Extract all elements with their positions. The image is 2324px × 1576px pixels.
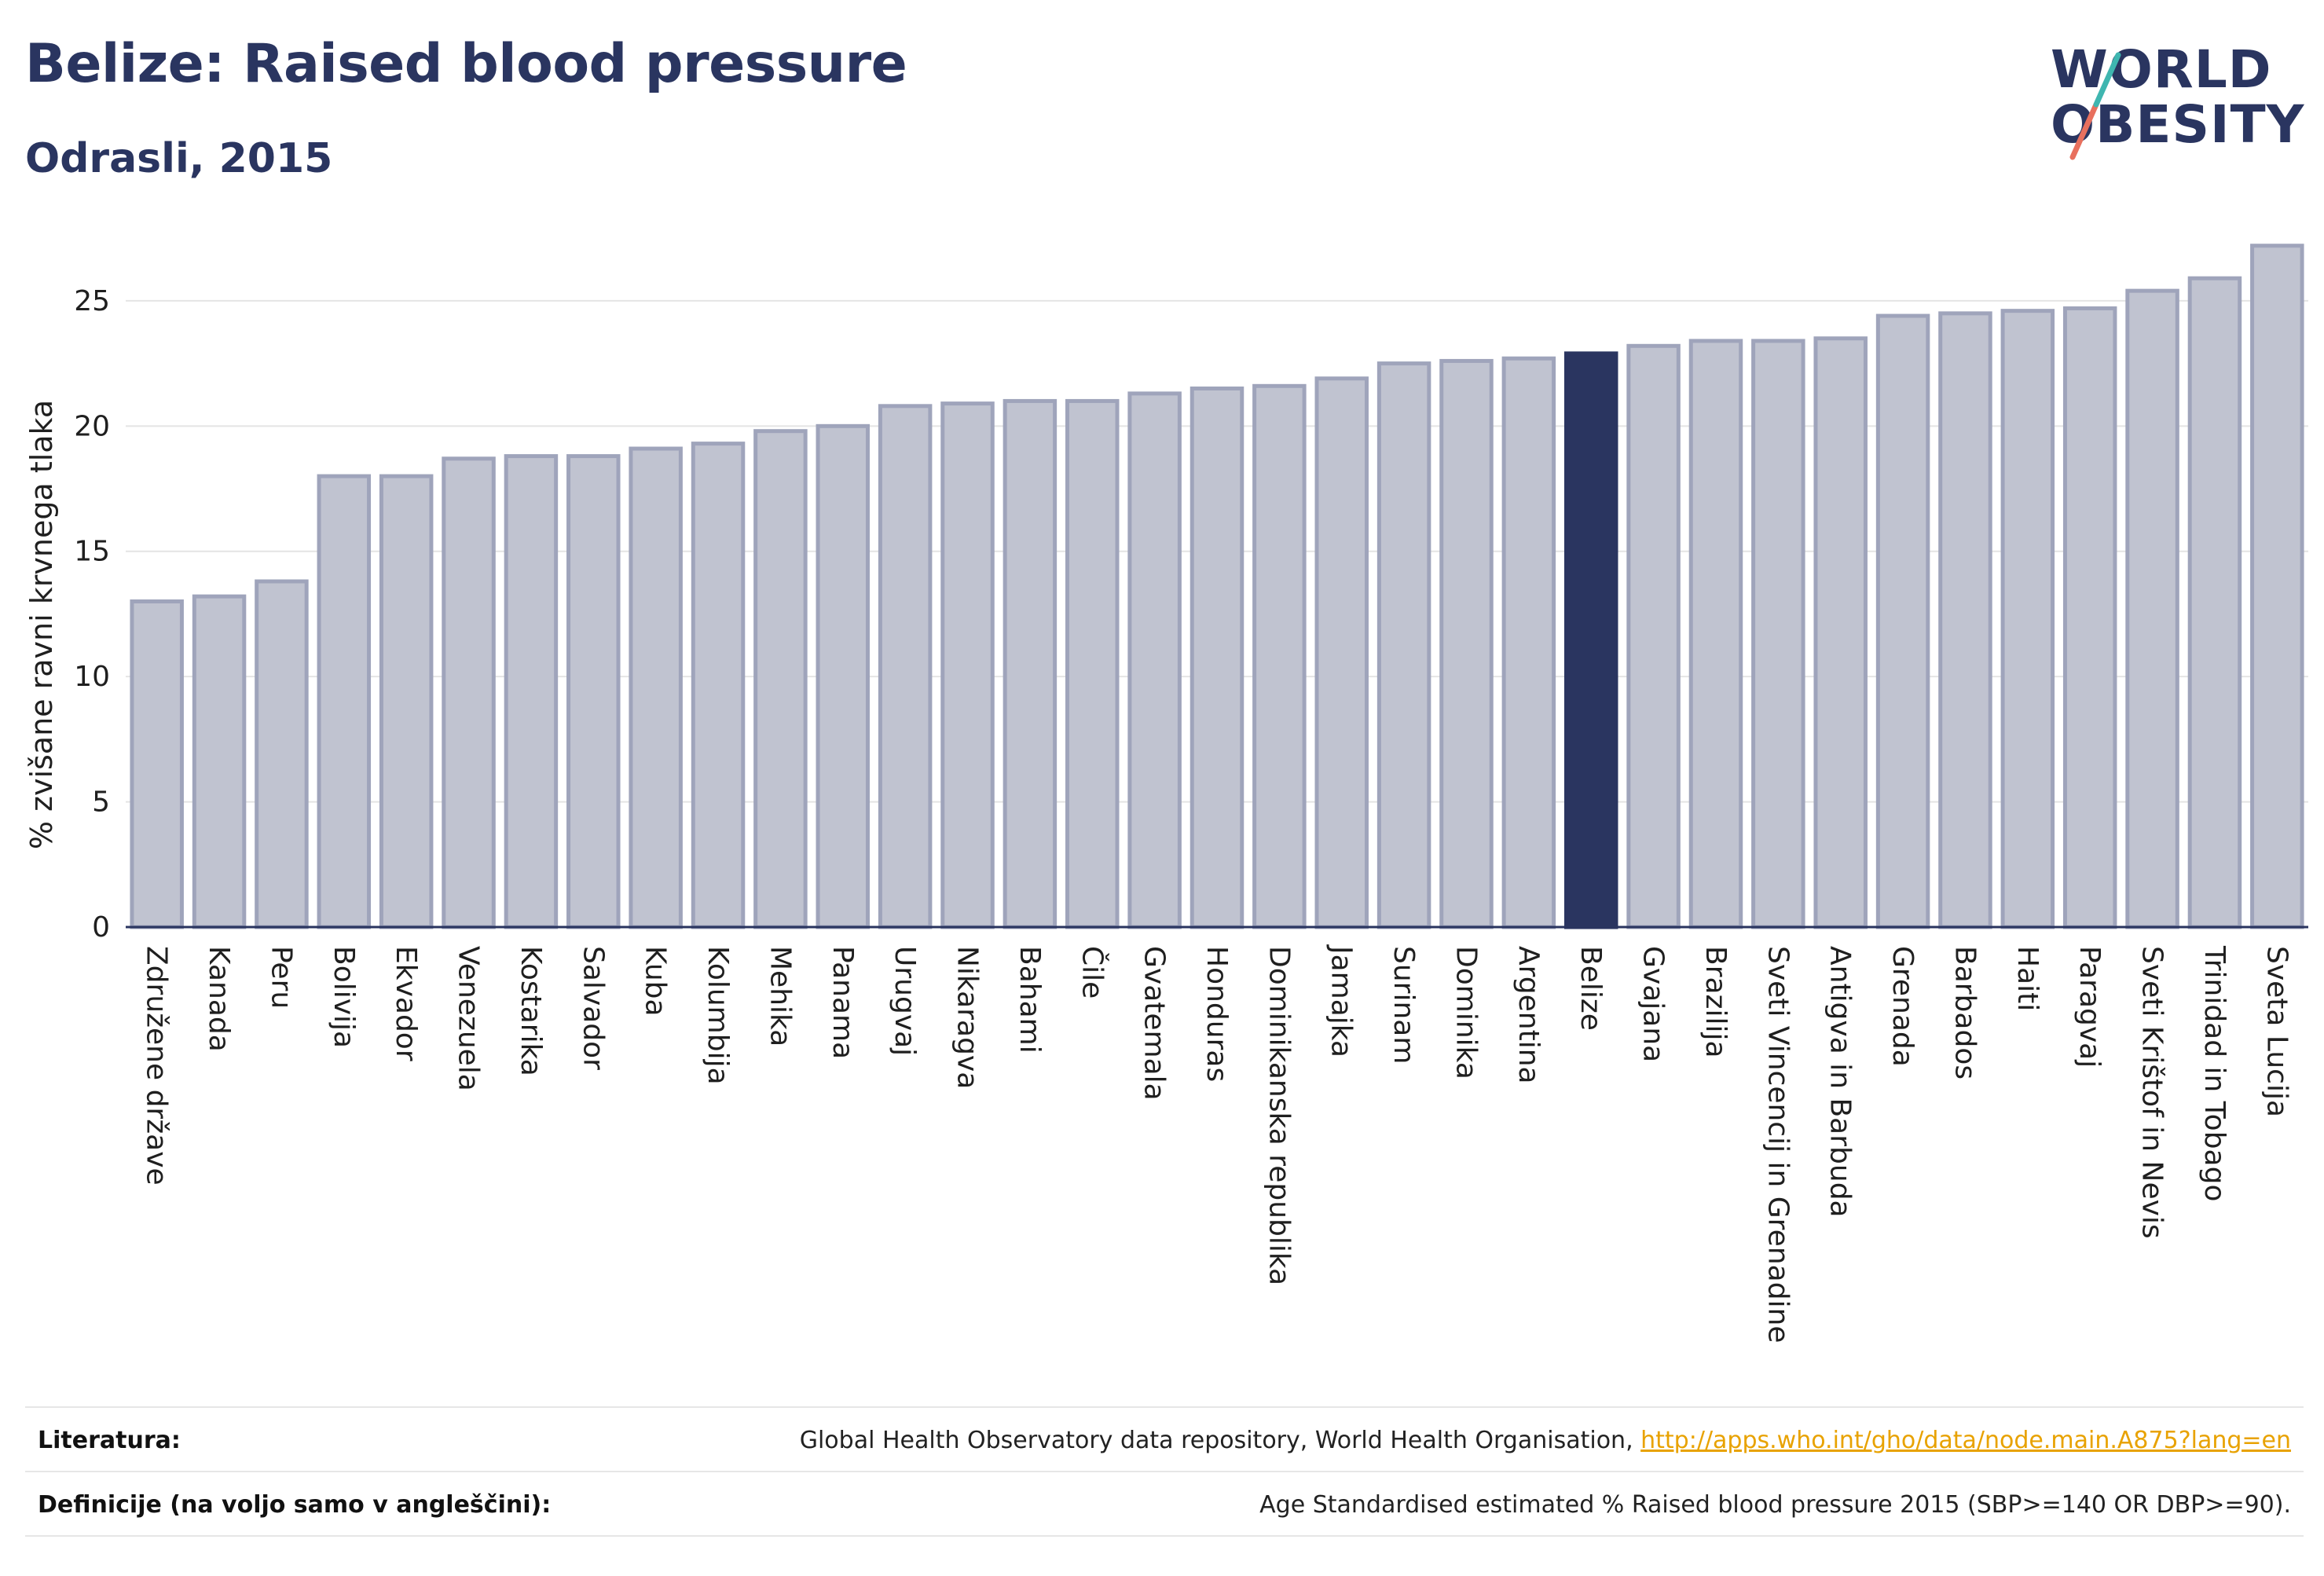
- bar: [1189, 386, 1244, 929]
- bar: [2187, 276, 2242, 929]
- y-tick-label: 25: [74, 285, 110, 317]
- references-source: Global Health Observatory data repositor…: [799, 1427, 1641, 1454]
- x-tick-label: Antigva in Barbuda: [1824, 946, 1857, 1218]
- bar: [1376, 361, 1431, 929]
- x-tick-label: Bahami: [1014, 946, 1046, 1054]
- x-tick-label: Mehika: [764, 946, 796, 1046]
- definitions-text: Age Standardised estimated % Raised bloo…: [1259, 1491, 2291, 1519]
- bar: [1813, 336, 1868, 929]
- footer-references-row: Literatura: Global Health Observatory da…: [25, 1406, 2304, 1471]
- x-tick-label: Salvador: [577, 946, 609, 1070]
- bar: [1127, 391, 1182, 929]
- bar: [1751, 339, 1805, 929]
- bar: [1065, 398, 1120, 929]
- x-tick-label: Bolivija: [328, 946, 360, 1048]
- x-tick-label: Panama: [827, 946, 859, 1059]
- x-tick-label: Dominika: [1450, 946, 1482, 1079]
- footer-definitions-row: Definicije (na voljo samo v angleščini):…: [25, 1471, 2304, 1537]
- x-tick-label: Sveti Vincencij in Grenadine: [1761, 946, 1794, 1343]
- bar: [1252, 383, 1307, 929]
- x-tick-label: Venezuela: [453, 946, 485, 1091]
- y-tick-label: 0: [92, 911, 110, 944]
- references-link[interactable]: http://apps.who.int/gho/data/node.main.A…: [1640, 1427, 2291, 1454]
- bar: [629, 446, 683, 929]
- bar: [192, 594, 247, 929]
- bar: [1938, 311, 1992, 929]
- x-tick-label: Ekvador: [390, 946, 422, 1061]
- x-tick-label: Haiti: [2011, 946, 2044, 1011]
- bar: [2250, 244, 2304, 929]
- chart-subtitle: Odrasli, 2015: [25, 135, 333, 182]
- bar: [878, 404, 933, 929]
- references-text: Global Health Observatory data repositor…: [800, 1427, 2291, 1454]
- x-tick-label: Nikaragva: [951, 946, 984, 1089]
- bar: [1875, 313, 1930, 929]
- x-tick-label: Surinam: [1387, 946, 1420, 1064]
- logo-line-1: WORLD: [2051, 39, 2272, 100]
- logo-slash-icon: [2069, 52, 2121, 160]
- x-tick-label: Brazilija: [1699, 946, 1732, 1058]
- x-tick-label: Sveta Lucija: [2260, 946, 2293, 1117]
- references-label: Literatura:: [38, 1427, 181, 1454]
- y-tick-label: 10: [74, 661, 110, 693]
- axes: 0 5 10 15 20 25 Združene države Kanada Peru Boliv…: [74, 285, 2308, 1343]
- x-tick-label: Gvajana: [1637, 946, 1670, 1062]
- bar: [317, 474, 372, 929]
- bar: [2062, 306, 2117, 929]
- bars: [130, 244, 2304, 929]
- bar: [566, 454, 621, 929]
- x-tick-label: Jamajka: [1325, 944, 1358, 1057]
- x-tick-label: Belize: [1574, 946, 1607, 1031]
- x-tick-label: Paragvaj: [2073, 946, 2106, 1068]
- x-tick-label: Združene države: [141, 946, 173, 1186]
- x-tick-label: Kanada: [203, 946, 235, 1052]
- x-tick-label: Kolumbija: [702, 946, 734, 1085]
- bar: [1626, 343, 1681, 929]
- x-tick-label: Argentina: [1512, 946, 1545, 1084]
- y-tick-label: 15: [74, 536, 110, 568]
- x-tick-label: Čile: [1076, 946, 1109, 999]
- x-tick-label: Honduras: [1200, 946, 1233, 1082]
- bar: [1439, 358, 1494, 929]
- x-tick-label: Trinidad in Tobago: [2198, 945, 2231, 1201]
- y-tick-label: 5: [92, 786, 110, 819]
- bar: [2125, 288, 2179, 929]
- bar: [753, 429, 808, 929]
- x-tick-label: Sveti Krištof in Nevis: [2136, 946, 2168, 1239]
- bar: [504, 454, 559, 929]
- x-tick-label: Peru: [265, 946, 297, 1009]
- x-tick-label: Barbados: [1948, 946, 1981, 1079]
- world-obesity-logo: WORLD OBESITY: [2051, 30, 2310, 163]
- x-tick-label: Grenada: [1886, 946, 1919, 1067]
- bar: [2000, 309, 2055, 929]
- chart-title: Belize: Raised blood pressure: [25, 33, 907, 95]
- bar: [1314, 376, 1369, 929]
- bar: [255, 579, 309, 929]
- bar: [816, 423, 871, 929]
- bar: [691, 442, 746, 929]
- bar: [1688, 339, 1743, 929]
- definitions-label: Definicije (na voljo samo v angleščini):: [38, 1491, 552, 1519]
- x-tick-label: Kostarika: [515, 946, 547, 1076]
- bar: [1501, 356, 1556, 929]
- x-tick-label: Urugvaj: [889, 946, 921, 1056]
- bar: [130, 599, 184, 929]
- x-tick-label: Gvatemala: [1138, 946, 1171, 1101]
- x-tick-label: Dominikanska republika: [1263, 946, 1295, 1285]
- bar: [442, 456, 496, 929]
- bar: [379, 474, 434, 929]
- bar-chart: 0 5 10 15 20 25 Združene države Kanada Peru Boliv…: [24, 244, 2308, 1343]
- bar: [940, 401, 995, 929]
- bar: [1003, 398, 1058, 929]
- y-tick-label: 20: [74, 410, 110, 442]
- y-axis-label: % zvišane ravni krvnega tlaka: [24, 400, 59, 849]
- bar-highlight: [1563, 351, 1618, 929]
- x-tick-label: Kuba: [640, 946, 672, 1017]
